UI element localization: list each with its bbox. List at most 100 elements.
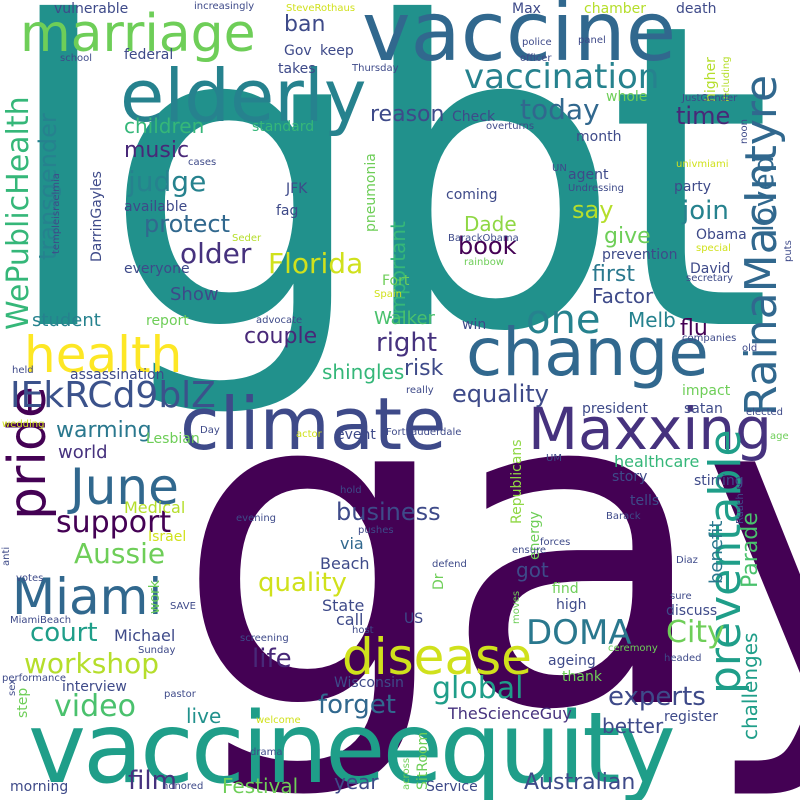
word-pushes: pushes xyxy=(358,525,394,536)
word-cases: cases xyxy=(188,157,217,168)
word-across: across xyxy=(401,757,412,790)
word-better: better xyxy=(602,714,664,738)
word-film: film xyxy=(128,766,177,796)
word-age: age xyxy=(770,431,789,442)
word-justgender: JustGender xyxy=(682,93,738,104)
word-today: today xyxy=(520,93,600,126)
word-headed: headed xyxy=(664,653,702,664)
word-miami: Miami xyxy=(12,568,163,626)
word-interview: interview xyxy=(62,679,127,695)
word-chamber: chamber xyxy=(584,1,647,17)
word-climate: climate xyxy=(180,382,447,466)
word-florida: Florida xyxy=(268,247,364,280)
word-support: support xyxy=(56,505,172,540)
word-templeisraelmia: templeisraelmia xyxy=(51,173,62,254)
word-loved: loved xyxy=(747,155,780,232)
word-officer: officer xyxy=(520,53,552,64)
word-join: join xyxy=(682,196,729,226)
word-book: book xyxy=(458,232,517,260)
word-fortlauderdale: FortLauderdale xyxy=(386,427,462,438)
word-change: change xyxy=(466,314,709,391)
word-special: special xyxy=(696,243,731,254)
word-iekrcd9blz: IEkRCd9blZ xyxy=(10,375,216,416)
word-undressing: Undressing xyxy=(568,183,624,194)
word-business: business xyxy=(336,498,441,526)
word-increasingly: increasingly xyxy=(194,1,255,12)
word-children: children xyxy=(124,114,205,138)
word-takes: takes xyxy=(278,61,316,77)
word-anti: anti xyxy=(1,546,12,566)
word-barackobama: BarackObama xyxy=(448,233,519,244)
word-fag: fag xyxy=(276,203,299,219)
word-discuss: discuss xyxy=(666,603,718,619)
word-republicans: Republicans xyxy=(509,439,525,524)
word-quality: quality xyxy=(258,568,347,598)
word-noon: noon xyxy=(739,119,750,144)
word-life: life xyxy=(252,644,292,674)
word-vaccine: vaccine xyxy=(362,0,677,80)
word-israel: Israel xyxy=(148,529,187,545)
word-state: State xyxy=(322,596,365,615)
word-votes: votes xyxy=(16,573,44,584)
word-beach: Beach xyxy=(320,554,370,573)
word-assassination: assassination xyxy=(70,367,165,383)
word-give: give xyxy=(604,224,651,249)
word-companies: companies xyxy=(682,333,737,344)
word-actor: actor xyxy=(296,429,322,440)
word-wedding: wedding xyxy=(2,419,45,430)
word-doma: DOMA xyxy=(526,613,632,653)
word-tells: tells xyxy=(630,493,660,509)
word-impact: impact xyxy=(682,383,731,399)
word-morning: morning xyxy=(10,779,69,795)
word-register: register xyxy=(664,709,718,725)
word-thursday: Thursday xyxy=(352,63,399,74)
word-vaccineequity: vaccineequity xyxy=(28,692,676,800)
word-performance: performance xyxy=(2,673,67,684)
word-ceremony: ceremony xyxy=(608,643,658,654)
word-miamibeach: MiamiBeach xyxy=(10,615,72,626)
word-workshop: workshop xyxy=(24,647,159,680)
word-ensure: ensure xyxy=(512,545,547,556)
word-month: month xyxy=(576,129,622,145)
word-report: report xyxy=(146,313,189,329)
word-first: first xyxy=(592,262,635,287)
word-whole: whole xyxy=(606,89,648,105)
word-elderly: elderly xyxy=(120,54,367,138)
word-hold: hold xyxy=(340,485,362,496)
word-michael: Michael xyxy=(114,626,176,645)
word-equality: equality xyxy=(452,380,549,408)
word-old: old xyxy=(742,343,758,354)
word-everyone: everyone xyxy=(124,261,190,277)
word-healthcare: healthcare xyxy=(614,452,700,471)
word-shingles: shingles xyxy=(322,360,405,384)
word-aussie: Aussie xyxy=(74,537,166,570)
word-school: school xyxy=(60,53,93,64)
word-lgbt: lgbt xyxy=(0,0,773,424)
word-benefit: benefit xyxy=(706,520,727,584)
word-forces: forces xyxy=(540,537,571,548)
word-police: police xyxy=(522,37,552,48)
word-health: health xyxy=(24,326,183,384)
word-puts: puts xyxy=(783,240,794,262)
word-welcome: welcome xyxy=(256,715,301,726)
word-couple: couple xyxy=(244,324,318,349)
word-say: say xyxy=(572,196,614,224)
word-live: live xyxy=(186,704,222,728)
word-un: UN xyxy=(552,163,567,174)
word-death: death xyxy=(676,1,717,17)
word-elected: elected xyxy=(746,407,784,418)
word-us: US xyxy=(404,611,424,627)
word-step: step xyxy=(15,687,31,718)
word-protect: protect xyxy=(144,210,231,238)
word-coming: coming xyxy=(446,187,498,203)
word-flu: flu xyxy=(680,316,708,341)
word-ruach: Ruach xyxy=(735,493,746,524)
word-experts: experts xyxy=(608,682,706,712)
word-forget: forget xyxy=(318,690,396,720)
word-one: one xyxy=(526,297,601,343)
word-agent: agent xyxy=(568,167,609,183)
word-disease: disease xyxy=(342,628,532,686)
word-available: available xyxy=(124,199,188,215)
word-event: event xyxy=(336,427,376,443)
word-rainbow: rainbow xyxy=(464,257,504,268)
